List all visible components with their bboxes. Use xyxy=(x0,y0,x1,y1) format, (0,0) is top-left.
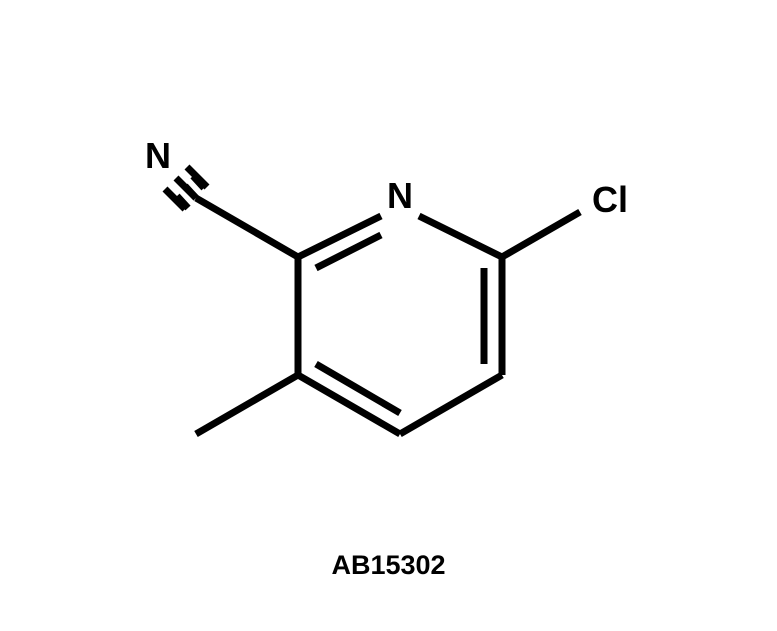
bond-c6-cl xyxy=(502,212,580,257)
atom-cl: Cl xyxy=(592,179,628,220)
bond-c3-c4-inner xyxy=(316,364,400,413)
atom-n-ring: N xyxy=(387,175,413,216)
bond-c3-methyl xyxy=(196,375,298,434)
molecule-svg: N N Cl xyxy=(0,0,777,631)
atom-n-nitrile: N xyxy=(145,135,171,176)
bond-c4-c5 xyxy=(400,375,502,434)
bond-n1-c2 xyxy=(298,216,381,257)
bond-c2-c7 xyxy=(196,198,298,257)
bond-c6-n1 xyxy=(419,216,502,257)
compound-id-label: AB15302 xyxy=(331,550,445,581)
chemical-structure-container: N N Cl AB15302 xyxy=(0,0,777,631)
